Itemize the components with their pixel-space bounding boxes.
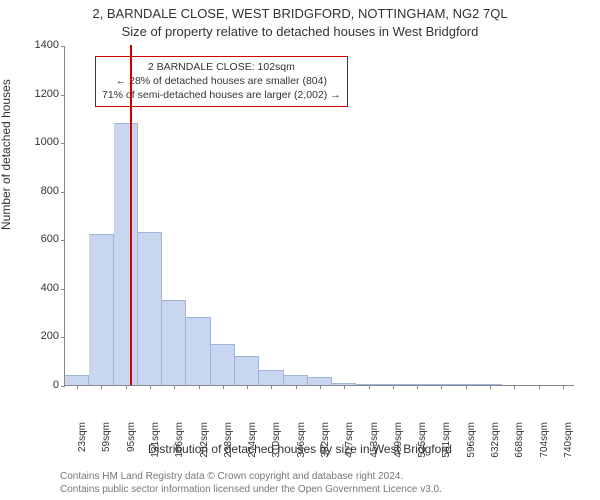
y-tick-mark	[61, 337, 65, 338]
y-tick-mark	[61, 240, 65, 241]
x-tick-mark	[296, 385, 297, 389]
annotation-box: 2 BARNDALE CLOSE: 102sqm ← 28% of detach…	[95, 56, 348, 107]
x-axis-label: Distribution of detached houses by size …	[0, 442, 600, 456]
y-axis-label: Number of detached houses	[0, 79, 13, 230]
histogram-bar	[235, 356, 259, 385]
x-tick-mark	[223, 385, 224, 389]
y-tick-label: 600	[25, 233, 59, 245]
histogram-plot: 2 BARNDALE CLOSE: 102sqm ← 28% of detach…	[64, 46, 574, 386]
x-tick-mark	[417, 385, 418, 389]
histogram-bar	[211, 344, 235, 385]
y-tick-label: 1400	[25, 39, 59, 51]
y-tick-label: 1000	[25, 136, 59, 148]
y-tick-label: 0	[25, 379, 59, 391]
x-tick-mark	[101, 385, 102, 389]
y-tick-mark	[61, 46, 65, 47]
attribution-footer: Contains HM Land Registry data © Crown c…	[60, 470, 442, 496]
histogram-bar	[138, 232, 162, 385]
property-marker-line	[130, 45, 132, 385]
x-tick-mark	[539, 385, 540, 389]
x-tick-mark	[514, 385, 515, 389]
x-tick-mark	[369, 385, 370, 389]
x-tick-mark	[466, 385, 467, 389]
annotation-line3: 71% of semi-detached houses are larger (…	[102, 88, 341, 102]
histogram-bar	[65, 375, 89, 385]
annotation-line1: 2 BARNDALE CLOSE: 102sqm	[102, 60, 341, 74]
x-tick-mark	[77, 385, 78, 389]
x-tick-mark	[271, 385, 272, 389]
y-tick-label: 400	[25, 282, 59, 294]
histogram-bar	[89, 234, 113, 385]
x-tick-mark	[344, 385, 345, 389]
x-tick-mark	[150, 385, 151, 389]
x-tick-mark	[320, 385, 321, 389]
y-tick-mark	[61, 192, 65, 193]
x-tick-mark	[563, 385, 564, 389]
footer-line1: Contains HM Land Registry data © Crown c…	[60, 470, 442, 483]
x-tick-mark	[247, 385, 248, 389]
y-tick-mark	[61, 386, 65, 387]
histogram-bar	[162, 300, 186, 385]
page-title-line1: 2, BARNDALE CLOSE, WEST BRIDGFORD, NOTTI…	[0, 6, 600, 21]
x-tick-mark	[174, 385, 175, 389]
x-tick-mark	[393, 385, 394, 389]
histogram-bar	[114, 123, 138, 385]
histogram-bar	[308, 377, 332, 386]
y-tick-label: 1200	[25, 88, 59, 100]
annotation-line2: ← 28% of detached houses are smaller (80…	[102, 74, 341, 88]
histogram-bar	[284, 375, 308, 385]
page-title-line2: Size of property relative to detached ho…	[0, 24, 600, 39]
y-tick-label: 200	[25, 330, 59, 342]
footer-line2: Contains public sector information licen…	[60, 483, 442, 496]
x-tick-mark	[126, 385, 127, 389]
y-tick-mark	[61, 143, 65, 144]
x-tick-mark	[441, 385, 442, 389]
y-tick-label: 800	[25, 185, 59, 197]
histogram-bar	[259, 370, 283, 385]
histogram-bar	[186, 317, 210, 385]
x-tick-mark	[199, 385, 200, 389]
y-tick-mark	[61, 289, 65, 290]
y-tick-mark	[61, 95, 65, 96]
x-tick-mark	[490, 385, 491, 389]
